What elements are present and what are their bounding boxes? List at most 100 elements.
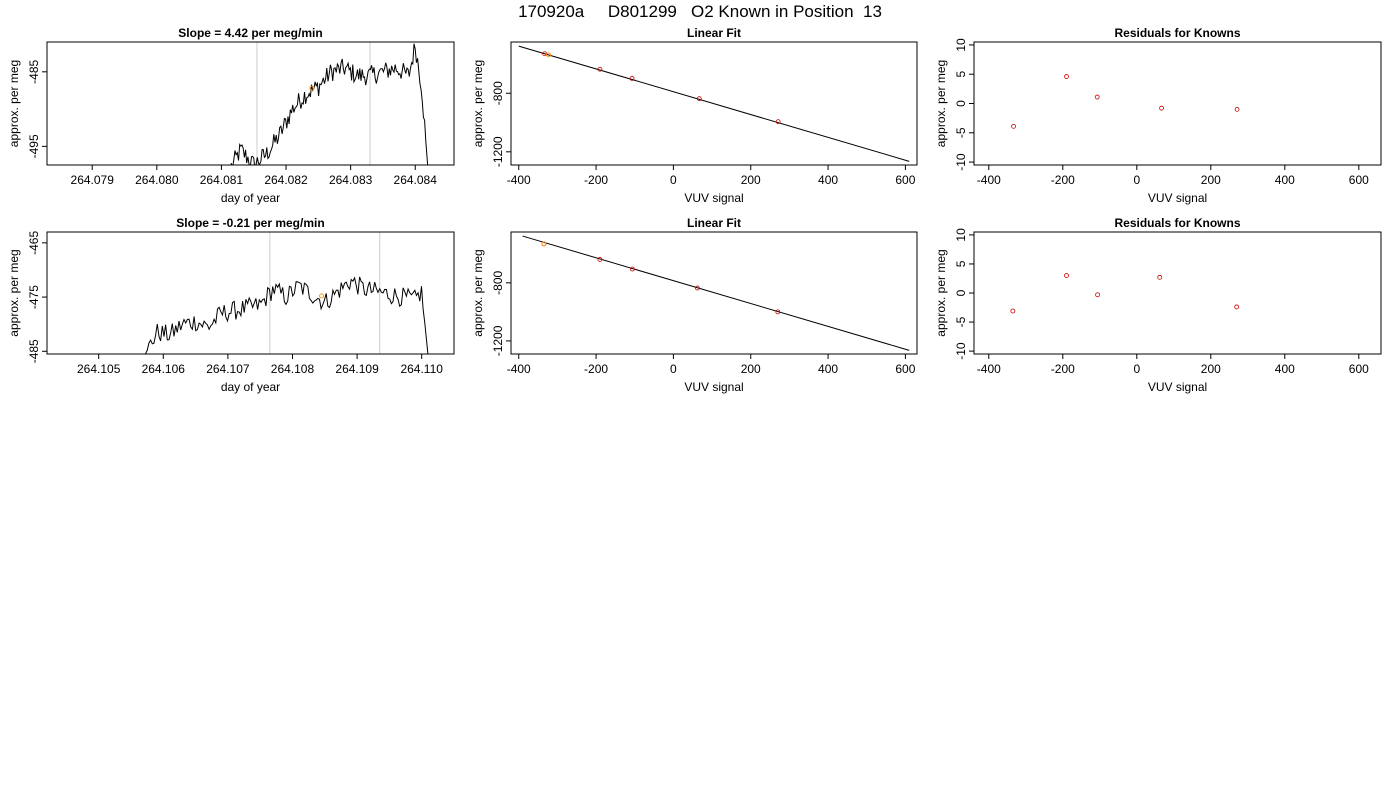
data-point [597, 257, 603, 262]
y-tick-label: -1200 [491, 325, 505, 356]
x-tick-label: 264.082 [264, 173, 308, 187]
x-tick-label: 600 [895, 362, 915, 376]
x-tick-label: -200 [584, 362, 608, 376]
chart-5: Linear Fit -400 -200 0 200 400 600 -800 -1200 VUV… [471, 216, 918, 394]
x-tick-label: 0 [670, 173, 677, 187]
chart-1: Slope = 4.42 per meg/min 264.079 264.080 26… [7, 26, 455, 205]
y-tick-label: 0 [954, 289, 968, 296]
x-tick-label: 0 [1133, 173, 1140, 187]
y-tick-label: -800 [491, 81, 505, 105]
x-tick-label: 264.081 [200, 173, 244, 187]
page-title: 170920a D801299 O2 Known in Position 13 [518, 2, 882, 21]
x-axis-label: day of year [221, 191, 280, 205]
chart-title: Slope = 4.42 per meg/min [178, 26, 322, 40]
y-axis-label: approx. per meg [7, 249, 21, 336]
y-tick-label: 5 [954, 71, 968, 78]
plot-frame [46, 231, 455, 355]
x-tick-label: 264.084 [394, 173, 438, 187]
x-tick-label: 264.080 [135, 173, 179, 187]
y-tick-label: -800 [491, 271, 505, 295]
x-axis-label: VUV signal [684, 191, 743, 205]
x-tick-label: 0 [670, 362, 677, 376]
chart-title: Residuals for Knowns [1114, 216, 1240, 230]
y-tick-label: -5 [954, 127, 968, 138]
x-tick-label: 400 [818, 362, 838, 376]
data-point [1157, 274, 1163, 280]
x-axis-label: VUV signal [684, 380, 743, 394]
x-tick-label: 200 [741, 362, 761, 376]
x-tick-label: 264.079 [71, 173, 115, 187]
data-point [629, 76, 635, 81]
data-point [1011, 123, 1016, 129]
y-axis-label: approx. per meg [934, 249, 948, 336]
x-tick-label: -200 [584, 173, 608, 187]
x-tick-label: 0 [1133, 362, 1140, 376]
highlight-point [541, 241, 547, 247]
x-tick-label: 600 [1349, 362, 1369, 376]
data-point [1159, 105, 1164, 111]
y-tick-label: -475 [27, 285, 41, 309]
x-tick-label: 264.105 [77, 362, 121, 376]
y-tick-label: 0 [954, 100, 968, 107]
y-tick-label: -485 [27, 59, 41, 83]
y-tick-label: -495 [27, 134, 41, 158]
y-tick-label: -10 [954, 153, 968, 171]
plot-data [1010, 273, 1240, 314]
x-tick-label: -400 [977, 362, 1001, 376]
y-tick-label: -485 [27, 339, 41, 363]
x-tick-label: 600 [1349, 173, 1369, 187]
data-point [1094, 94, 1100, 100]
x-axis-label: VUV signal [1148, 191, 1207, 205]
x-tick-label: 264.108 [271, 362, 315, 376]
data-point [597, 66, 603, 72]
y-tick-label: -10 [954, 342, 968, 360]
chart-2: Linear Fit -400 -200 0 200 400 600 -800 -1200 VUV… [471, 26, 918, 205]
fit-line [518, 45, 910, 162]
chart-title: Residuals for Knowns [1114, 26, 1240, 40]
highlight-point [319, 293, 325, 299]
data-point [775, 119, 781, 125]
data-point [775, 309, 781, 315]
data-point [1010, 308, 1016, 314]
chart-title: Linear Fit [687, 26, 741, 40]
x-tick-label: 264.109 [335, 362, 379, 376]
x-tick-label: 264.106 [142, 362, 186, 376]
x-tick-label: 400 [1275, 173, 1295, 187]
fit-line [522, 235, 910, 351]
y-axis-label: approx. per meg [934, 60, 948, 147]
plot-data [230, 42, 429, 165]
chart-3: Residuals for Knowns -400 -200 0 200 400 600 10… [934, 26, 1382, 205]
y-tick-label: -1200 [491, 136, 505, 167]
x-tick-label: -400 [507, 173, 531, 187]
data-point [1234, 106, 1240, 112]
y-tick-label: 10 [954, 228, 968, 242]
plot-data [522, 235, 910, 351]
plot-data [1011, 74, 1240, 129]
data-point [1234, 304, 1240, 310]
plot-frame [510, 41, 918, 166]
plot-data [518, 45, 910, 162]
x-tick-label: 600 [895, 173, 915, 187]
x-tick-label: -400 [977, 173, 1001, 187]
data-point [630, 266, 635, 272]
x-tick-label: 264.083 [329, 173, 373, 187]
signal-trace [144, 276, 429, 354]
data-point [694, 285, 700, 291]
y-tick-label: 5 [954, 260, 968, 267]
x-axis-label: day of year [221, 380, 280, 394]
data-point [1095, 292, 1100, 298]
chart-title: Slope = -0.21 per meg/min [176, 216, 324, 230]
x-tick-label: 400 [1275, 362, 1295, 376]
y-tick-label: -465 [27, 231, 41, 255]
chart-4: Slope = -0.21 per meg/min 264.105 264.106 2… [7, 216, 455, 394]
x-tick-label: 400 [818, 173, 838, 187]
highlight-point [309, 85, 315, 91]
plot-frame [973, 231, 1382, 355]
x-tick-label: -200 [1051, 173, 1075, 187]
y-axis-label: approx. per meg [471, 249, 485, 336]
x-tick-label: 200 [1201, 173, 1221, 187]
signal-trace [230, 43, 429, 165]
y-tick-label: -5 [954, 316, 968, 327]
x-tick-label: -400 [507, 362, 531, 376]
